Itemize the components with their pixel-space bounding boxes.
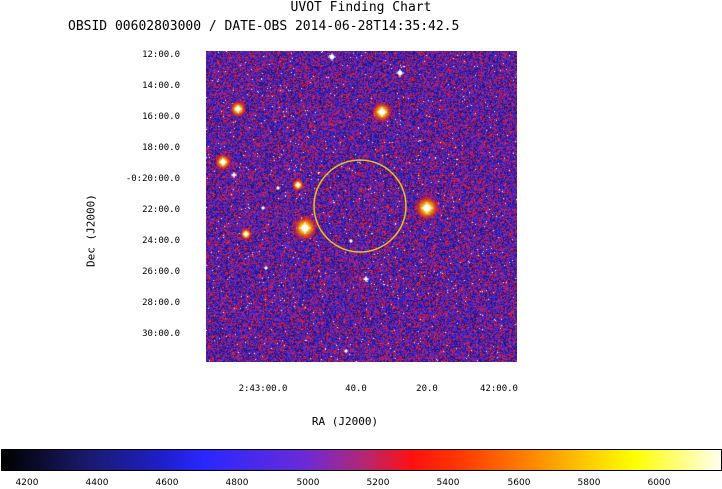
sky-image: [206, 51, 517, 362]
dec-tick-label: 28:00.0: [142, 298, 180, 308]
colorbar-tick-label: 5600: [507, 478, 531, 488]
source-overlay: [313, 159, 407, 253]
dec-tick-label: 12:00.0: [142, 50, 180, 60]
source-region-circle: [313, 159, 407, 253]
dec-tick-label: 18:00.0: [142, 143, 180, 153]
dec-tick-label: -0:20:00.0: [125, 174, 180, 184]
dec-tick-label: 22:00.0: [142, 205, 180, 215]
dec-tick-label: 14:00.0: [142, 81, 180, 91]
colorbar-tick-label: 5200: [366, 478, 390, 488]
ra-tick-label: 20.0: [416, 384, 438, 394]
dec-tick-label: 24:00.0: [142, 236, 180, 246]
colorbar-tick-label: 4200: [15, 478, 39, 488]
colorbar-tick-label: 5000: [296, 478, 320, 488]
colorbar: [1, 449, 722, 471]
colorbar-tick-label: 5400: [436, 478, 460, 488]
dec-tick-label: 26:00.0: [142, 267, 180, 277]
colorbar-tick-label: 4400: [85, 478, 109, 488]
colorbar-tick-label: 6000: [647, 478, 671, 488]
ra-tick-label: 2:43:00.0: [238, 384, 288, 394]
chart-title: UVOT Finding Chart: [290, 0, 432, 15]
dec-tick-label: 16:00.0: [142, 112, 180, 122]
colorbar-tick-label: 5800: [577, 478, 601, 488]
x-axis-label: RA (J2000): [311, 415, 379, 428]
ra-tick-label: 40.0: [345, 384, 367, 394]
sky-image-canvas: [206, 51, 517, 362]
colorbar-tick-label: 4800: [225, 478, 249, 488]
dec-tick-label: 30:00.0: [142, 329, 180, 339]
colorbar-tick-label: 4600: [155, 478, 179, 488]
chart-subtitle: OBSID 00602803000 / DATE-OBS 2014-06-28T…: [68, 19, 460, 34]
y-axis-label: Dec (J2000): [84, 194, 98, 267]
ra-tick-label: 42:00.0: [480, 384, 518, 394]
